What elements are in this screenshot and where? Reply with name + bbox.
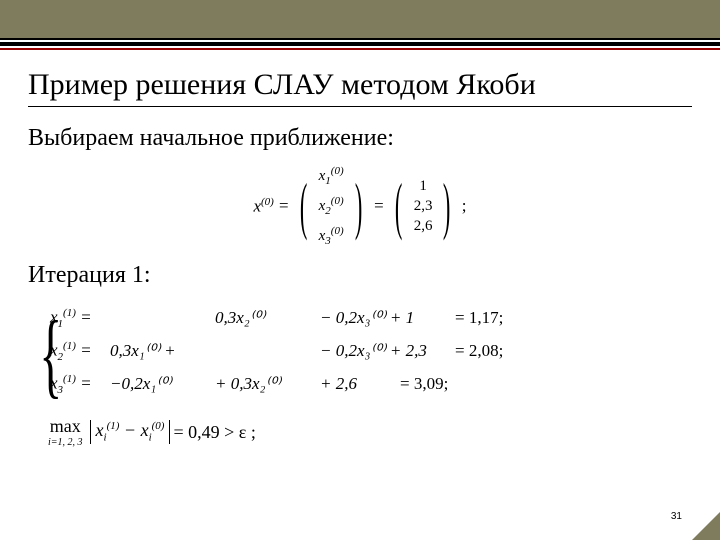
vector-symbol: x(0) xyxy=(253,196,273,217)
semicolon: ; xyxy=(462,196,467,216)
paren-right: ) xyxy=(355,176,362,236)
equation-system: { x1(1) = 0,3x₂⁽⁰⁾ − 0,2x₃⁽⁰⁾ + 1 = 1,17… xyxy=(38,307,692,396)
abs-expression: xi(1) − xi(0) xyxy=(90,420,171,444)
top-bar xyxy=(0,0,720,40)
max-operator: max i=1, 2, 3 xyxy=(48,416,83,448)
vector-value-column: 1 2,3 2,6 xyxy=(414,177,433,235)
paren-left: ( xyxy=(300,176,307,236)
equals: = xyxy=(373,196,384,216)
convergence-check: max i=1, 2, 3 xi(1) − xi(0) = 0,49 > ε ; xyxy=(48,416,692,448)
iteration-title: Итерация 1: xyxy=(28,262,692,289)
divider-black xyxy=(0,42,720,46)
corner-fold-icon xyxy=(692,512,720,540)
title-underline xyxy=(28,106,692,107)
paren-left: ( xyxy=(395,176,402,236)
page-number: 31 xyxy=(671,511,682,522)
subtitle: Выбираем начальное приближение: xyxy=(28,125,692,152)
left-brace: { xyxy=(39,307,62,402)
slide-title: Пример решения СЛАУ методом Якоби xyxy=(28,68,692,102)
convergence-result: = 0,49 > ε ; xyxy=(173,422,255,443)
paren-right: ) xyxy=(443,176,450,236)
equation-row: x3(1) = −0,2x₁⁽⁰⁾ + 0,3x₂⁽⁰⁾ + 2,6 = 3,0… xyxy=(50,373,692,396)
content-area: Пример решения СЛАУ методом Якоби Выбира… xyxy=(0,50,720,448)
equals: = xyxy=(278,196,289,216)
vector-symbolic-column: x1(0) x2(0) x3(0) xyxy=(319,162,344,250)
equation-row: x1(1) = 0,3x₂⁽⁰⁾ − 0,2x₃⁽⁰⁾ + 1 = 1,17; xyxy=(50,307,692,330)
system-rows: x1(1) = 0,3x₂⁽⁰⁾ − 0,2x₃⁽⁰⁾ + 1 = 1,17; … xyxy=(50,307,692,396)
equation-row: x2(1) = 0,3x₁⁽⁰⁾ + − 0,2x₃⁽⁰⁾ + 2,3 = 2,… xyxy=(50,340,692,363)
initial-vector-equation: x(0) = ( x1(0) x2(0) x3(0) ) = ( 1 2,3 2… xyxy=(28,162,692,250)
